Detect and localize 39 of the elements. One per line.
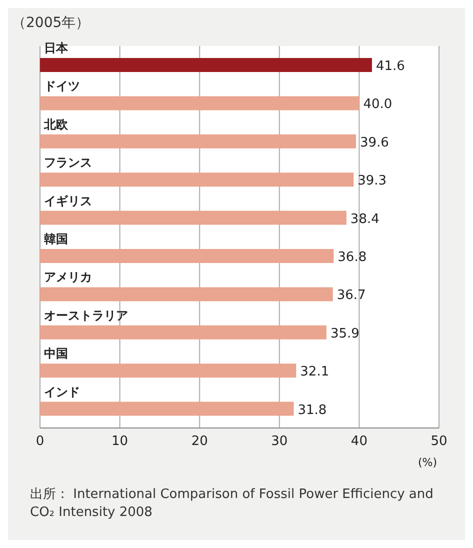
data-label: 39.3 [358, 174, 387, 189]
bar [40, 172, 354, 187]
bar [40, 58, 372, 72]
y-tick-label: オーストラリア [44, 308, 128, 322]
bar [40, 96, 360, 110]
bar [40, 134, 356, 148]
data-label: 32.1 [300, 364, 330, 380]
x-tick-label: 30 [271, 434, 288, 450]
y-tick-label: 日本 [44, 41, 69, 55]
x-tick-label: 50 [430, 434, 448, 450]
y-tick-label: アメリカ [44, 270, 92, 284]
data-label: 36.7 [336, 288, 366, 304]
bar [40, 287, 333, 302]
data-label: 39.6 [360, 135, 389, 150]
x-axis-title: (%) [418, 456, 437, 469]
y-tick-label: ドイツ [44, 79, 80, 94]
y-tick-label: 韓国 [44, 232, 68, 246]
data-label: 38.4 [350, 212, 380, 227]
y-tick-label: インド [44, 384, 80, 399]
bar [40, 364, 296, 378]
data-label: 35.9 [330, 326, 360, 342]
x-tick-label: 20 [191, 434, 208, 450]
text: 出所： International Comparison of Fossil Power Efficiency and CO₂ Intensity 2008 [30, 486, 434, 522]
data-label: 36.8 [338, 250, 367, 265]
x-tick-label: 40 [350, 434, 368, 450]
y-tick-label: 中国 [44, 346, 68, 361]
y-tick-label: 北欧 [43, 117, 69, 132]
data-label: 31.8 [298, 402, 327, 418]
y-tick-label: フランス [44, 156, 92, 170]
bar [40, 249, 334, 263]
data-label: 41.6 [376, 59, 405, 74]
bar [40, 402, 294, 416]
x-tick-label: 10 [112, 434, 128, 450]
bar [40, 210, 346, 225]
data-label: 40.0 [363, 97, 392, 112]
bar [40, 325, 326, 340]
y-tick-label: イギリス [44, 194, 92, 208]
chart-title: （2005年） [12, 14, 90, 32]
x-tick-label: 0 [36, 434, 44, 450]
